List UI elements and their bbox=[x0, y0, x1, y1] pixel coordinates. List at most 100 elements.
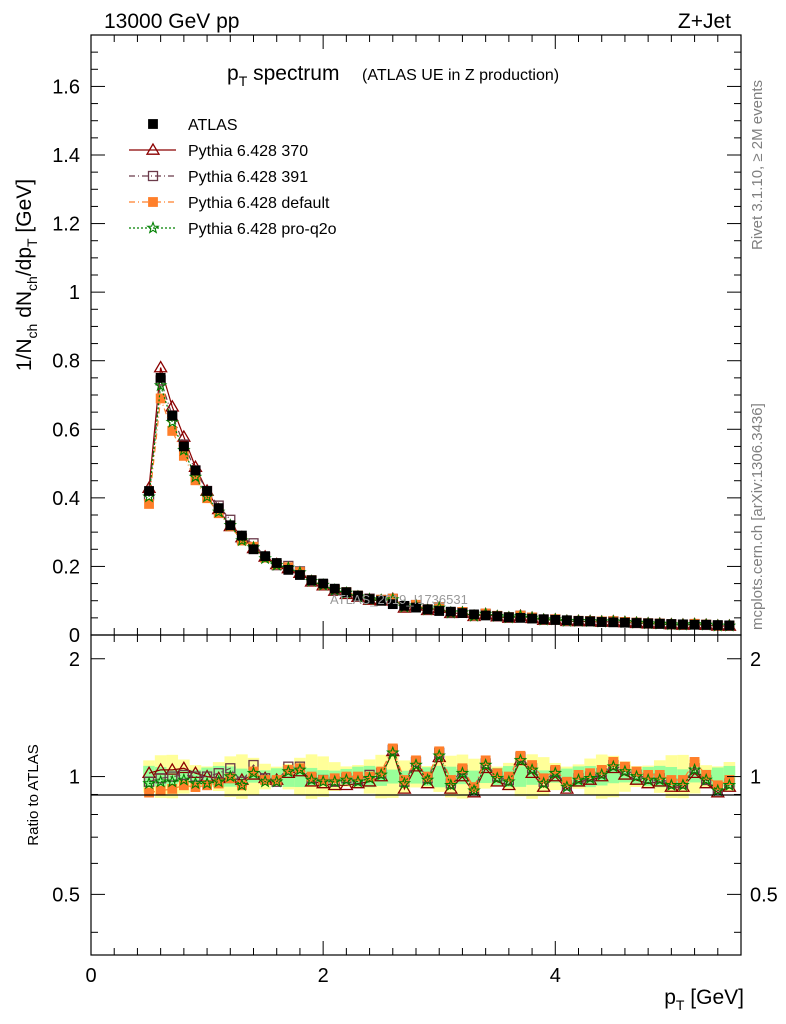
atlas-data-point bbox=[724, 620, 735, 631]
ratio-point-3 bbox=[478, 757, 493, 771]
ratio-line-1 bbox=[148, 748, 730, 791]
title-sub: T bbox=[239, 73, 248, 89]
atlas-data-point bbox=[260, 551, 271, 562]
ratio-point-3 bbox=[235, 778, 249, 792]
atlas-data-point bbox=[515, 612, 526, 623]
ratio-point-3 bbox=[362, 771, 377, 784]
ratio-y-tick-label-right: 1 bbox=[750, 767, 761, 789]
ratio-point-3 bbox=[211, 774, 226, 788]
series-point-2 bbox=[167, 426, 178, 436]
atlas-data-point bbox=[608, 617, 619, 628]
ratio-band-inner bbox=[607, 769, 620, 784]
ratio-point-3 bbox=[629, 769, 644, 783]
atlas-data-point bbox=[422, 604, 433, 615]
series-line-3 bbox=[148, 385, 730, 627]
ratio-point-2 bbox=[689, 757, 700, 767]
atlas-data-point bbox=[701, 619, 712, 630]
ratio-point-3 bbox=[409, 757, 423, 771]
ratio-y-tick-label: 1 bbox=[69, 767, 80, 789]
y-tick-label: 1.6 bbox=[52, 76, 80, 98]
ratio-band-inner bbox=[561, 768, 573, 785]
ratio-point-3 bbox=[525, 762, 539, 776]
legend-marker bbox=[146, 220, 160, 234]
atlas-data-point bbox=[596, 617, 607, 627]
ratio-point-1 bbox=[155, 773, 166, 784]
ratio-point-3 bbox=[444, 778, 458, 792]
ratio-point-3 bbox=[386, 745, 400, 759]
atlas-data-point bbox=[155, 372, 166, 383]
ratio-point-0 bbox=[176, 760, 191, 774]
atlas-data-point bbox=[248, 544, 259, 555]
atlas-data-point bbox=[190, 465, 201, 476]
atlas-data-point bbox=[503, 612, 514, 623]
ratio-point-1 bbox=[167, 771, 178, 782]
ratio-point-3 bbox=[293, 762, 307, 776]
ratio-point-3 bbox=[606, 759, 621, 773]
plot-title: pT spectrum bbox=[227, 62, 339, 89]
atlas-data-point bbox=[387, 599, 398, 610]
atlas-data-point bbox=[445, 606, 456, 617]
ratio-point-3 bbox=[560, 779, 574, 793]
ratio-band-inner bbox=[526, 768, 538, 785]
ratio-point-3 bbox=[722, 778, 737, 792]
ratio-y-tick-label: 2 bbox=[69, 649, 80, 671]
ratio-point-3 bbox=[177, 772, 191, 786]
ratio-point-3 bbox=[200, 776, 214, 790]
title-rest: spectrum bbox=[247, 62, 339, 85]
ratio-point-3 bbox=[397, 776, 412, 790]
ratio-band-inner bbox=[688, 770, 701, 783]
ratio-point-3 bbox=[374, 767, 388, 781]
atlas-data-point bbox=[643, 618, 654, 629]
x-tick-label: 0 bbox=[85, 965, 96, 987]
ratio-point-2 bbox=[422, 771, 433, 782]
ratio-point-3 bbox=[502, 774, 516, 788]
ratio-point-3 bbox=[153, 774, 168, 788]
atlas-data-point bbox=[620, 617, 630, 628]
ratio-point-2 bbox=[376, 766, 387, 777]
atlas-data-point bbox=[236, 530, 247, 541]
atlas-data-point bbox=[678, 619, 688, 630]
ratio-point-3 bbox=[188, 776, 203, 790]
ratio-point-3 bbox=[339, 772, 354, 786]
atlas-data-point bbox=[144, 486, 154, 496]
y-tick-label: 1 bbox=[69, 282, 80, 304]
ratio-point-3 bbox=[548, 766, 563, 779]
ratio-point-3 bbox=[246, 766, 261, 779]
atlas-data-point bbox=[492, 611, 503, 622]
atlas-data-point bbox=[654, 618, 665, 629]
legend-marker bbox=[145, 142, 161, 155]
ratio-point-2 bbox=[341, 771, 352, 782]
ratio-point-0 bbox=[722, 779, 737, 792]
atlas-data-point bbox=[202, 486, 212, 496]
main-series-layer bbox=[141, 360, 737, 632]
series-line-1 bbox=[148, 380, 730, 627]
ratio-point-0 bbox=[582, 772, 598, 785]
ratio-point-3 bbox=[316, 774, 330, 788]
ratio-y-tick-label: 0.5 bbox=[52, 884, 80, 906]
legend-label: Pythia 6.428 370 bbox=[188, 143, 308, 160]
ratio-point-1 bbox=[190, 771, 201, 782]
atlas-data-point bbox=[167, 410, 178, 421]
legend-label: Pythia 6.428 391 bbox=[188, 169, 308, 186]
atlas-data-point bbox=[283, 564, 294, 575]
ratio-point-3 bbox=[142, 776, 156, 790]
title-main: p bbox=[227, 62, 239, 85]
series-point-0 bbox=[153, 360, 168, 373]
ratio-point-0 bbox=[664, 779, 679, 792]
legend: ATLAS Pythia 6.428 370 Pythia 6.428 391 Pyt… bbox=[129, 117, 337, 238]
ratio-point-3 bbox=[351, 774, 365, 788]
atlas-data-point bbox=[399, 600, 410, 611]
atlas-data-point bbox=[329, 583, 340, 594]
atlas-data-point bbox=[666, 619, 677, 629]
x-axis-label: pT [GeV] bbox=[664, 986, 744, 1013]
y-axis-label-ratio: Ratio to ATLAS bbox=[25, 744, 42, 845]
ratio-point-3 bbox=[223, 769, 238, 783]
ratio-point-0 bbox=[559, 781, 575, 794]
ratio-point-3 bbox=[583, 771, 597, 785]
atlas-data-point bbox=[585, 616, 596, 627]
y-tick-label: 0 bbox=[69, 625, 80, 647]
atlas-data-point bbox=[306, 575, 317, 586]
ratio-point-3 bbox=[258, 774, 272, 788]
legend-label: ATLAS bbox=[188, 117, 238, 134]
